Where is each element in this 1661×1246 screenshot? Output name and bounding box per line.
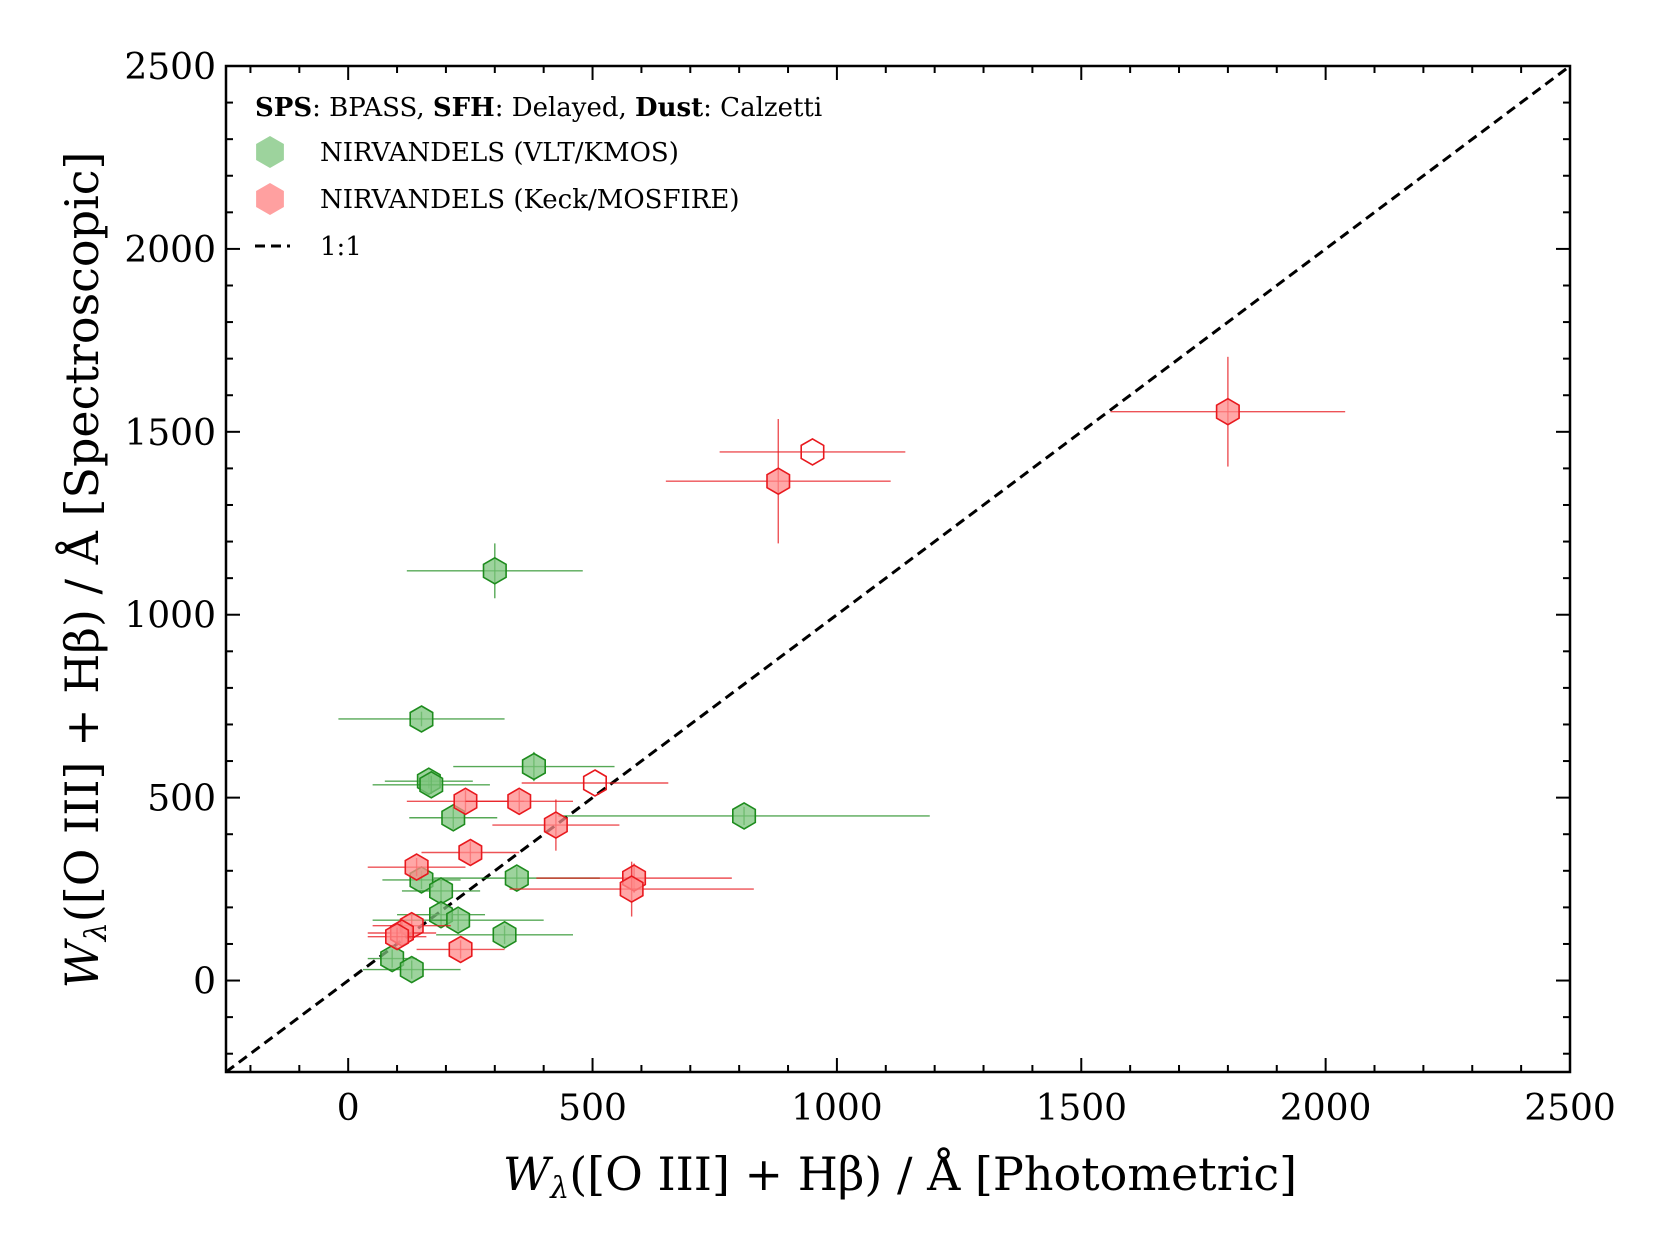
legend-entries: NIRVANDELS (VLT/KMOS) NIRVANDELS (Keck/MO… <box>255 136 739 262</box>
data-point <box>619 875 644 904</box>
series-mosfire <box>367 356 1346 964</box>
data-point <box>507 787 532 816</box>
legend-header: SPS: BPASS, SFH: Delayed, Dust: Calzetti <box>255 93 822 123</box>
series-kmos <box>338 543 930 984</box>
data-point <box>766 467 791 496</box>
data-point <box>380 944 405 973</box>
legend-label: NIRVANDELS (Keck/MOSFIRE) <box>320 185 739 215</box>
data-point <box>419 770 444 799</box>
legend-header-part: : BPASS, <box>312 93 433 123</box>
legend-header-part: : Delayed, <box>495 93 635 123</box>
data-point <box>1215 397 1240 426</box>
data-point <box>492 920 517 949</box>
y-axis-label-main: W <box>55 938 109 989</box>
data-layer <box>225 64 1571 1074</box>
x-axis-label-sub: λ <box>549 1171 569 1206</box>
y-axis-label: Wλ([O III] + Hβ) / Å [Spectroscopic] <box>54 152 114 989</box>
y-tick-label: 2500 <box>124 47 216 88</box>
data-point <box>448 935 473 964</box>
data-point <box>543 811 568 840</box>
legend: SPS: BPASS, SFH: Delayed, Dust: Calzetti… <box>255 93 822 262</box>
legend-label: NIRVANDELS (VLT/KMOS) <box>320 138 679 168</box>
legend-header-part: Dust <box>635 93 703 123</box>
legend-marker-hexagon <box>256 183 284 215</box>
data-point <box>521 752 547 781</box>
y-tick-label: 0 <box>193 962 216 1003</box>
plot-frame <box>224 64 1572 1074</box>
data-point <box>731 801 757 830</box>
data-point <box>384 922 410 951</box>
legend-header-part: : Calzetti <box>703 93 822 123</box>
data-point <box>482 556 507 585</box>
data-point <box>399 955 424 984</box>
y-tick-label: 1000 <box>124 596 216 637</box>
one-to-one-line <box>225 64 1571 1074</box>
x-tick-label: 500 <box>558 1088 627 1129</box>
data-point <box>428 876 454 905</box>
x-tick-label: 0 <box>337 1088 360 1129</box>
y-tick-label: 1500 <box>124 413 216 454</box>
legend-header-part: SFH <box>433 93 495 123</box>
x-axis-label-rest: ([O III] + Hβ) / Å [Photometric] <box>569 1146 1297 1201</box>
y-tick-label: 2000 <box>124 230 216 271</box>
x-axis-label-main: W <box>503 1147 554 1201</box>
data-point <box>453 787 478 816</box>
data-point <box>409 705 434 733</box>
x-tick-label: 2000 <box>1280 1088 1372 1129</box>
x-tick-label: 1500 <box>1035 1088 1127 1129</box>
data-point <box>404 853 429 882</box>
y-tick-label: 500 <box>147 779 216 820</box>
y-axis-label-sub: λ <box>79 922 114 942</box>
data-point <box>504 864 529 893</box>
legend-marker-hexagon <box>256 136 284 168</box>
y-axis-label-rest: ([O III] + Hβ) / Å [Spectroscopic] <box>54 152 109 923</box>
x-axis-label: Wλ([O III] + Hβ) / Å [Photometric] <box>503 1146 1297 1206</box>
data-point <box>582 769 608 797</box>
data-point <box>446 906 471 935</box>
legend-label: 1:1 <box>320 232 362 262</box>
legend-header-part: SPS <box>255 93 312 123</box>
x-tick-label: 1000 <box>791 1088 883 1129</box>
data-point <box>458 838 483 867</box>
x-tick-label: 2500 <box>1524 1088 1616 1129</box>
data-point <box>800 437 825 466</box>
